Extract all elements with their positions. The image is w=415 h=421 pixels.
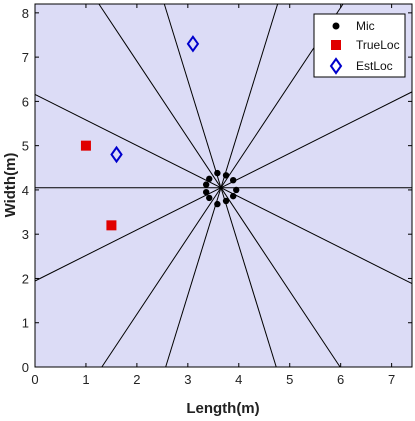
mic-point [206,194,213,202]
reference-line-1 [34,91,413,282]
legend-box [313,13,406,78]
mic-point [222,197,230,205]
x-tick-label: 1 [82,372,89,387]
y-tick-label: 1 [22,316,29,331]
reference-lines [34,3,413,368]
x-tick-label: 0 [31,372,38,387]
y-tick-label: 3 [22,227,29,242]
y-tick-label: 5 [22,139,29,154]
mic-point [214,200,221,208]
mic-point [222,172,230,179]
y-axis-label: Width(m) [2,153,19,218]
estloc-point [186,35,200,53]
y-tick-label: 7 [22,50,29,65]
legend: Mic TrueLoc EstLoc [313,13,406,78]
mic-point [202,181,210,188]
y-tick-labels: 0 1 2 3 4 5 6 7 8 [22,6,29,375]
legend-trueloc-label: TrueLoc [356,38,400,52]
data-markers [80,35,240,231]
mic-point [229,176,237,184]
mic-point [233,186,240,194]
legend-mic-marker [332,22,340,30]
estloc-point [110,145,123,164]
y-tick-label: 8 [22,6,29,21]
x-tick-labels: 0 1 2 3 4 5 6 7 [31,372,395,387]
legend-estloc-label: EstLoc [356,59,393,73]
reference-line-6 [34,93,413,285]
reference-line-3 [165,3,279,368]
x-axis-label: Length(m) [186,400,259,417]
y-tick-label: 2 [22,271,29,286]
plot-frame [34,3,413,368]
y-tick-label: 4 [22,183,29,198]
x-tick-label: 7 [388,372,395,387]
y-tick-label: 0 [22,360,29,375]
mic-point [206,175,213,183]
legend-trueloc-marker [331,40,341,50]
x-tick-label: 5 [286,372,293,387]
x-tick-label: 4 [235,372,242,387]
mic-point [229,192,237,200]
trueloc-point [80,140,91,151]
mic-point [214,169,221,177]
mic-point [202,188,210,196]
reference-line-4 [163,3,277,368]
legend-mic-label: Mic [356,19,375,33]
x-tick-label: 3 [184,372,191,387]
y-tick-label: 6 [22,94,29,109]
reference-line-2 [101,3,344,368]
x-tick-label: 2 [133,372,140,387]
legend-estloc-marker [329,57,343,75]
reference-line-5 [98,3,341,368]
trueloc-point [106,220,117,231]
x-tick-label: 6 [337,372,344,387]
axis-ticks [34,4,412,368]
